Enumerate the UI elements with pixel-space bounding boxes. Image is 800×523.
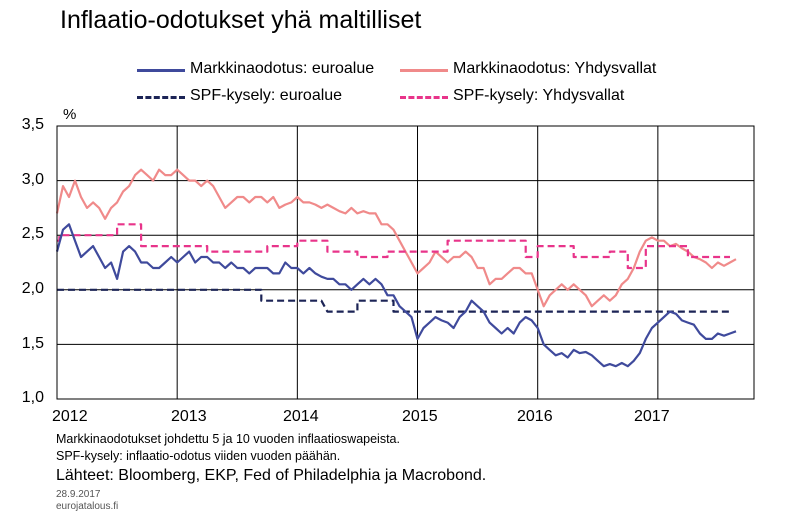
publish-date: 28.9.2017 <box>56 489 101 500</box>
grid <box>57 126 754 399</box>
series-lines <box>55 168 737 368</box>
legend-swatch-us-market <box>400 69 448 72</box>
legend-label: Markkinaodotus: Yhdysvallat <box>453 60 657 77</box>
x-tick-label: 2017 <box>634 408 670 425</box>
x-tick-label: 2015 <box>402 408 438 425</box>
y-tick-label: 2,5 <box>21 225 44 242</box>
legend-item-us-spf: SPF-kysely: Yhdysvallat <box>400 85 690 107</box>
series-line-2 <box>55 168 737 308</box>
legend-swatch-euro-market <box>137 69 185 72</box>
x-tick-label: 2016 <box>517 408 553 425</box>
y-tick-label: 3,0 <box>21 171 44 188</box>
legend-item-us-market: Markkinaodotus: Yhdysvallat <box>400 58 690 80</box>
x-tick-label: 2013 <box>171 408 207 425</box>
note-line-2: SPF-kysely: inflaatio-odotus viiden vuod… <box>56 449 341 463</box>
legend-swatch-euro-spf <box>137 96 185 99</box>
legend-label: Markkinaodotus: euroalue <box>190 60 375 77</box>
x-tick-label: 2012 <box>52 408 88 425</box>
chart-title: Inflaatio-odotukset yhä maltilliset <box>60 6 422 34</box>
legend-swatch-us-spf <box>400 96 448 99</box>
plot-frame <box>56 125 755 400</box>
series-line-3 <box>57 288 730 313</box>
y-tick-label: 2,0 <box>21 280 44 297</box>
series-line-4 <box>57 223 730 270</box>
y-tick-label: 3,5 <box>21 116 44 133</box>
series-line-1 <box>55 223 737 368</box>
site-name: eurojatalous.fi <box>56 501 119 512</box>
y-tick-label: 1,0 <box>21 389 44 406</box>
x-tick-label: 2014 <box>283 408 319 425</box>
legend-item-euro-market: Markkinaodotus: euroalue <box>137 58 397 80</box>
legend-label: SPF-kysely: Yhdysvallat <box>453 87 625 104</box>
sources: Lähteet: Bloomberg, EKP, Fed of Philadel… <box>56 467 487 484</box>
y-axis-unit: % <box>63 106 77 123</box>
note-line-1: Markkinaodotukset johdettu 5 ja 10 vuode… <box>56 432 400 446</box>
y-tick-label: 1,5 <box>21 335 44 352</box>
legend-label: SPF-kysely: euroalue <box>190 87 343 104</box>
legend-item-euro-spf: SPF-kysely: euroalue <box>137 85 397 107</box>
